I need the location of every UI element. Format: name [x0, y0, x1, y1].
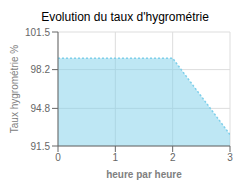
svg-text:Taux hygrométrie %: Taux hygrométrie %: [9, 45, 20, 133]
svg-text:3: 3: [227, 152, 233, 163]
svg-text:101.5: 101.5: [25, 27, 50, 38]
svg-text:heure par heure: heure par heure: [106, 169, 182, 180]
svg-text:94.8: 94.8: [31, 103, 51, 114]
svg-text:91.5: 91.5: [31, 141, 51, 152]
svg-text:0: 0: [55, 152, 61, 163]
svg-text:2: 2: [170, 152, 176, 163]
svg-text:98.2: 98.2: [31, 64, 51, 75]
html-text:Evolution du taux d'hygrométri: Evolution du taux d'hygrométrie: [41, 10, 209, 24]
svg-text:1: 1: [113, 152, 119, 163]
